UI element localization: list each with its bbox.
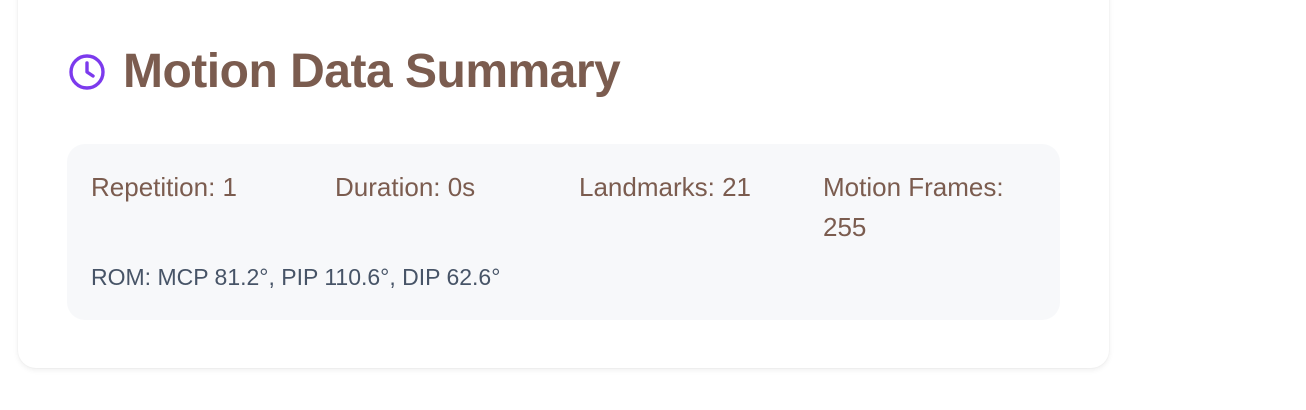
motion-summary-card: Motion Data Summary Repetition: 1 Durati… <box>18 0 1109 368</box>
rom-summary: ROM: MCP 81.2°, PIP 110.6°, DIP 62.6° <box>91 264 501 290</box>
duration-stat: Duration: 0s <box>335 172 476 202</box>
card-title: Motion Data Summary <box>123 45 621 98</box>
clock-icon <box>68 53 106 91</box>
summary-box: Repetition: 1 Duration: 0s Landmarks: 21… <box>67 144 1060 320</box>
landmarks-stat: Landmarks: 21 <box>579 172 751 202</box>
motion-frames-stat: Motion Frames: 255 <box>823 172 1004 242</box>
card-header: Motion Data Summary <box>68 44 621 100</box>
stats-row: Repetition: 1 Duration: 0s Landmarks: 21… <box>91 167 1033 247</box>
repetition-stat: Repetition: 1 <box>91 172 237 202</box>
